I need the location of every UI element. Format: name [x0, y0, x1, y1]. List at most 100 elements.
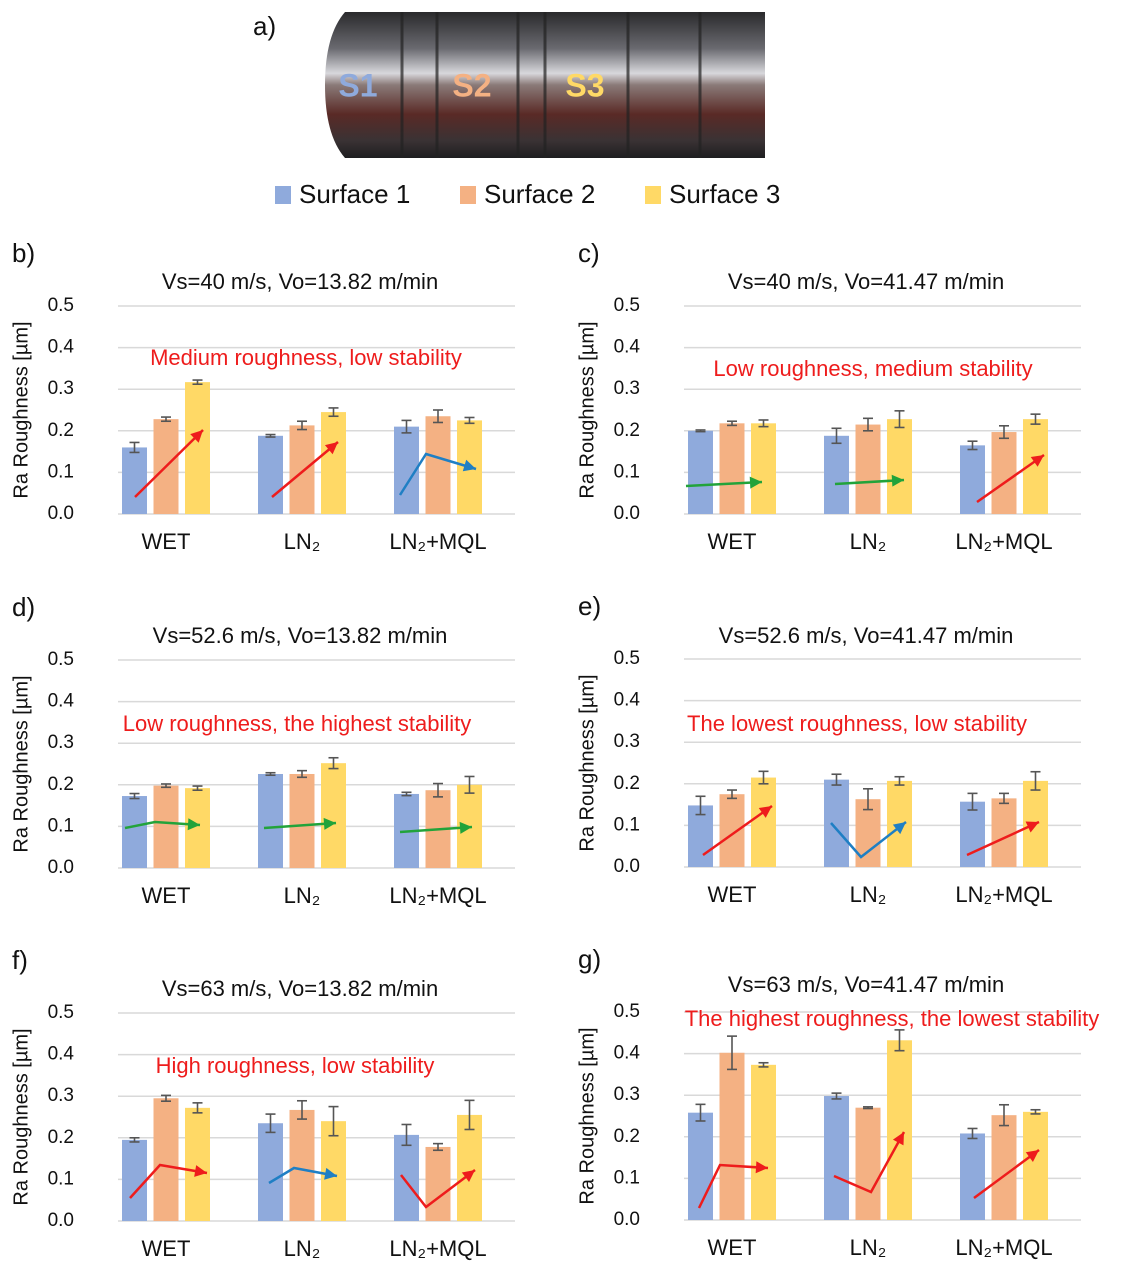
panel-label: d) — [12, 592, 35, 622]
x-tick-label: LN₂+MQL — [955, 1235, 1052, 1260]
bar — [751, 423, 776, 514]
chart: c)Vs=40 m/s, Vo=41.47 m/minRa Roughness … — [576, 238, 1081, 554]
photo-label: S3 — [565, 67, 604, 103]
x-tick-label: LN₂ — [284, 883, 321, 908]
bar — [824, 436, 849, 514]
bar — [960, 1133, 985, 1220]
bar — [992, 1115, 1017, 1220]
bar — [321, 763, 346, 868]
x-tick-label: LN₂+MQL — [389, 1236, 486, 1261]
y-tick-label: 0.0 — [614, 503, 640, 524]
chart: f) Vs=63 m/s, Vo=13.82 m/min Ra Roughness … — [10, 945, 515, 1261]
y-tick-label: 0.2 — [48, 420, 74, 441]
x-tick-label: LN₂+MQL — [955, 882, 1052, 907]
y-tick-label: 0.2 — [614, 773, 640, 794]
bar — [824, 1096, 849, 1220]
bar — [185, 1108, 210, 1221]
legend-swatch — [645, 186, 661, 204]
x-tick-label: WET — [142, 529, 191, 554]
y-tick-label: 0.1 — [614, 814, 640, 835]
y-tick-label: 0.3 — [614, 378, 640, 399]
chart-title: Vs=40 m/s, Vo=13.82 m/min — [162, 269, 438, 294]
y-tick-label: 0.5 — [614, 648, 640, 669]
y-tick-label: 0.3 — [48, 732, 74, 753]
bar — [154, 786, 179, 868]
chart-title: Vs=63 m/s, Vo=13.82 m/min — [162, 976, 438, 1001]
chart: d)Vs=52.6 m/s, Vo=13.82 m/minRa Roughnes… — [10, 592, 515, 908]
chart: b) Vs=40 m/s, Vo=13.82 m/min Ra Roughness … — [10, 238, 515, 554]
x-tick-label: LN₂+MQL — [389, 883, 486, 908]
y-axis-label: Ra Roughness [µm] — [10, 1028, 32, 1205]
bar — [720, 423, 745, 514]
y-tick-label: 0.4 — [48, 337, 75, 358]
panel-label: b) — [12, 238, 35, 268]
bar — [720, 794, 745, 867]
y-tick-label: 0.4 — [614, 1043, 641, 1064]
y-tick-label: 0.0 — [614, 1209, 640, 1230]
y-tick-label: 0.5 — [614, 1001, 640, 1022]
legend-swatch — [275, 186, 291, 204]
x-tick-label: LN₂ — [284, 529, 321, 554]
annotation: The lowest roughness, low stability — [687, 711, 1027, 736]
bar — [258, 436, 283, 514]
bar — [258, 1123, 283, 1221]
bar — [992, 432, 1017, 514]
photo-label: S2 — [452, 67, 491, 103]
y-tick-label: 0.1 — [48, 815, 74, 836]
bar — [688, 431, 713, 514]
x-tick-label: WET — [708, 1235, 757, 1260]
panel-label: c) — [578, 238, 600, 268]
y-axis-label: Ra Roughness [µm] — [10, 321, 32, 498]
bar — [122, 1140, 147, 1221]
legend-label: Surface 3 — [669, 179, 780, 209]
y-tick-label: 0.3 — [48, 378, 74, 399]
bar — [122, 447, 147, 514]
x-tick-label: WET — [708, 882, 757, 907]
bar — [290, 774, 315, 868]
bar — [1023, 1112, 1048, 1220]
bar — [960, 445, 985, 514]
y-tick-label: 0.5 — [614, 295, 640, 316]
y-tick-label: 0.0 — [614, 856, 640, 877]
bar — [751, 1065, 776, 1220]
chart: g)Vs=63 m/s, Vo=41.47 m/minRa Roughness … — [576, 944, 1099, 1260]
y-tick-label: 0.0 — [48, 857, 74, 878]
annotation: The highest roughness, the lowest stabil… — [685, 1006, 1100, 1031]
annotation: Medium roughness, low stability — [150, 345, 462, 370]
bar — [122, 796, 147, 868]
panel-label: a) — [253, 11, 276, 41]
chart-title: Vs=52.6 m/s, Vo=41.47 m/min — [719, 623, 1014, 648]
figure: a) S1 S2 S3 Surface 1Surface 2Surface 3b… — [0, 0, 1144, 1270]
y-tick-label: 0.1 — [614, 1167, 640, 1188]
y-tick-label: 0.5 — [48, 649, 74, 670]
x-tick-label: LN₂+MQL — [389, 529, 486, 554]
x-tick-label: WET — [142, 883, 191, 908]
x-tick-label: WET — [142, 1236, 191, 1261]
y-tick-label: 0.4 — [48, 691, 75, 712]
panel-label: f) — [12, 945, 28, 975]
bar — [426, 1147, 451, 1221]
bar — [887, 419, 912, 514]
panel-label: e) — [578, 591, 601, 621]
annotation: Low roughness, the highest stability — [123, 711, 472, 736]
y-tick-label: 0.4 — [614, 690, 641, 711]
x-tick-label: LN₂ — [284, 1236, 321, 1261]
bar — [887, 1040, 912, 1220]
y-tick-label: 0.3 — [614, 1084, 640, 1105]
annotation: High roughness, low stability — [156, 1053, 435, 1078]
legend-label: Surface 1 — [299, 179, 410, 209]
legend-swatch — [460, 186, 476, 204]
bar — [960, 802, 985, 867]
bar — [321, 412, 346, 514]
y-axis-label: Ra Roughness [µm] — [576, 1027, 598, 1204]
y-tick-label: 0.3 — [614, 731, 640, 752]
photo — [325, 12, 765, 158]
y-tick-label: 0.2 — [614, 1126, 640, 1147]
annotation: Low roughness, medium stability — [713, 356, 1032, 381]
x-tick-label: LN₂ — [850, 529, 887, 554]
y-tick-label: 0.1 — [48, 1168, 74, 1189]
y-tick-label: 0.4 — [614, 337, 641, 358]
x-tick-label: LN₂ — [850, 882, 887, 907]
y-tick-label: 0.0 — [48, 1210, 74, 1231]
